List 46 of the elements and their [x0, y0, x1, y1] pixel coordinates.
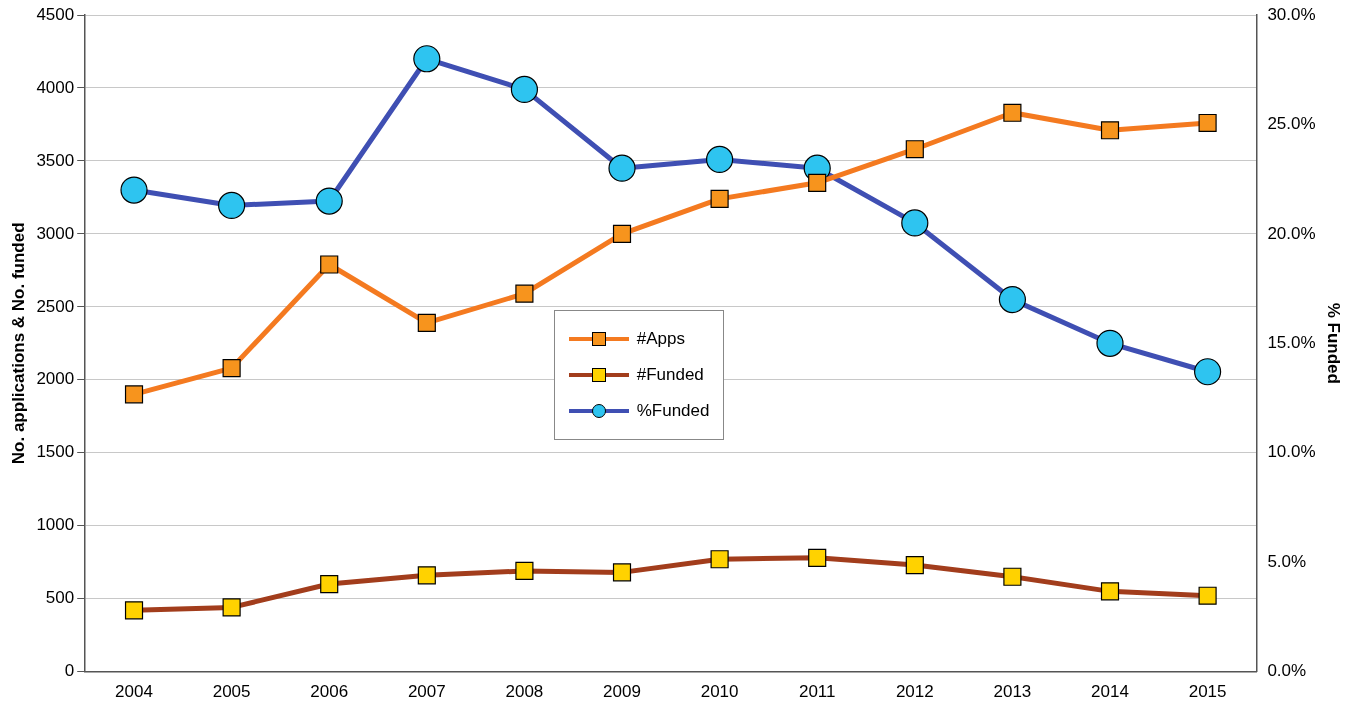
- y-tick-label: 0: [64, 661, 75, 681]
- x-tick-label: 2011: [798, 682, 836, 702]
- y-tick-label: 4500: [36, 4, 75, 24]
- y-tick-label: 2500: [36, 296, 75, 316]
- point: [124, 385, 144, 404]
- x-tick-label: 2013: [993, 682, 1032, 702]
- point: [417, 313, 436, 332]
- y2-tick-label: 10.0%: [1267, 442, 1316, 462]
- point: [808, 173, 827, 192]
- y-tick-label: 4000: [36, 77, 75, 97]
- y-tick-label: 3000: [36, 223, 75, 243]
- point: [1198, 113, 1217, 133]
- x-tick-label: 2010: [700, 682, 739, 702]
- point: [222, 359, 241, 378]
- x-tick-label: 2009: [603, 682, 641, 702]
- point: [1003, 103, 1022, 122]
- point: [515, 284, 534, 303]
- legend-label: #Apps: [636, 329, 685, 350]
- y2-tick-label: 0.0%: [1267, 661, 1307, 681]
- point: [1100, 121, 1120, 140]
- x-tick-label: 2012: [895, 682, 934, 702]
- y-tick-label: 500: [45, 588, 75, 608]
- y2-tick-label: 30.0%: [1267, 4, 1316, 24]
- legend-label: #Funded: [636, 365, 704, 386]
- point: [710, 189, 729, 208]
- x-tick-label: 2005: [212, 682, 251, 702]
- point: [905, 140, 924, 159]
- legend-label: %Funded: [636, 401, 710, 422]
- point: [612, 224, 632, 243]
- y2-tick-label: 20.0%: [1267, 223, 1316, 243]
- y2-tick-label: 5.0%: [1267, 551, 1307, 571]
- y-tick-label: 1500: [36, 442, 75, 462]
- x-tick-label: 2004: [115, 682, 153, 702]
- y-tick-label: 2000: [36, 369, 75, 389]
- x-tick-label: 2006: [310, 682, 349, 702]
- x-tick-label: 2007: [407, 682, 446, 702]
- y-tick-label: 3500: [36, 150, 75, 170]
- x-tick-label: 2014: [1091, 682, 1129, 702]
- x-tick-label: 2008: [505, 682, 544, 702]
- y2-tick-label: 25.0%: [1267, 114, 1316, 134]
- y-tick-label: 1000: [36, 515, 75, 535]
- y2-axis-title: % Funded: [1324, 302, 1344, 384]
- point: [320, 255, 339, 274]
- y-axis-title: No. applications & No. funded: [8, 222, 28, 465]
- y2-tick-label: 15.0%: [1267, 332, 1316, 352]
- x-tick-label: 2015: [1188, 682, 1227, 702]
